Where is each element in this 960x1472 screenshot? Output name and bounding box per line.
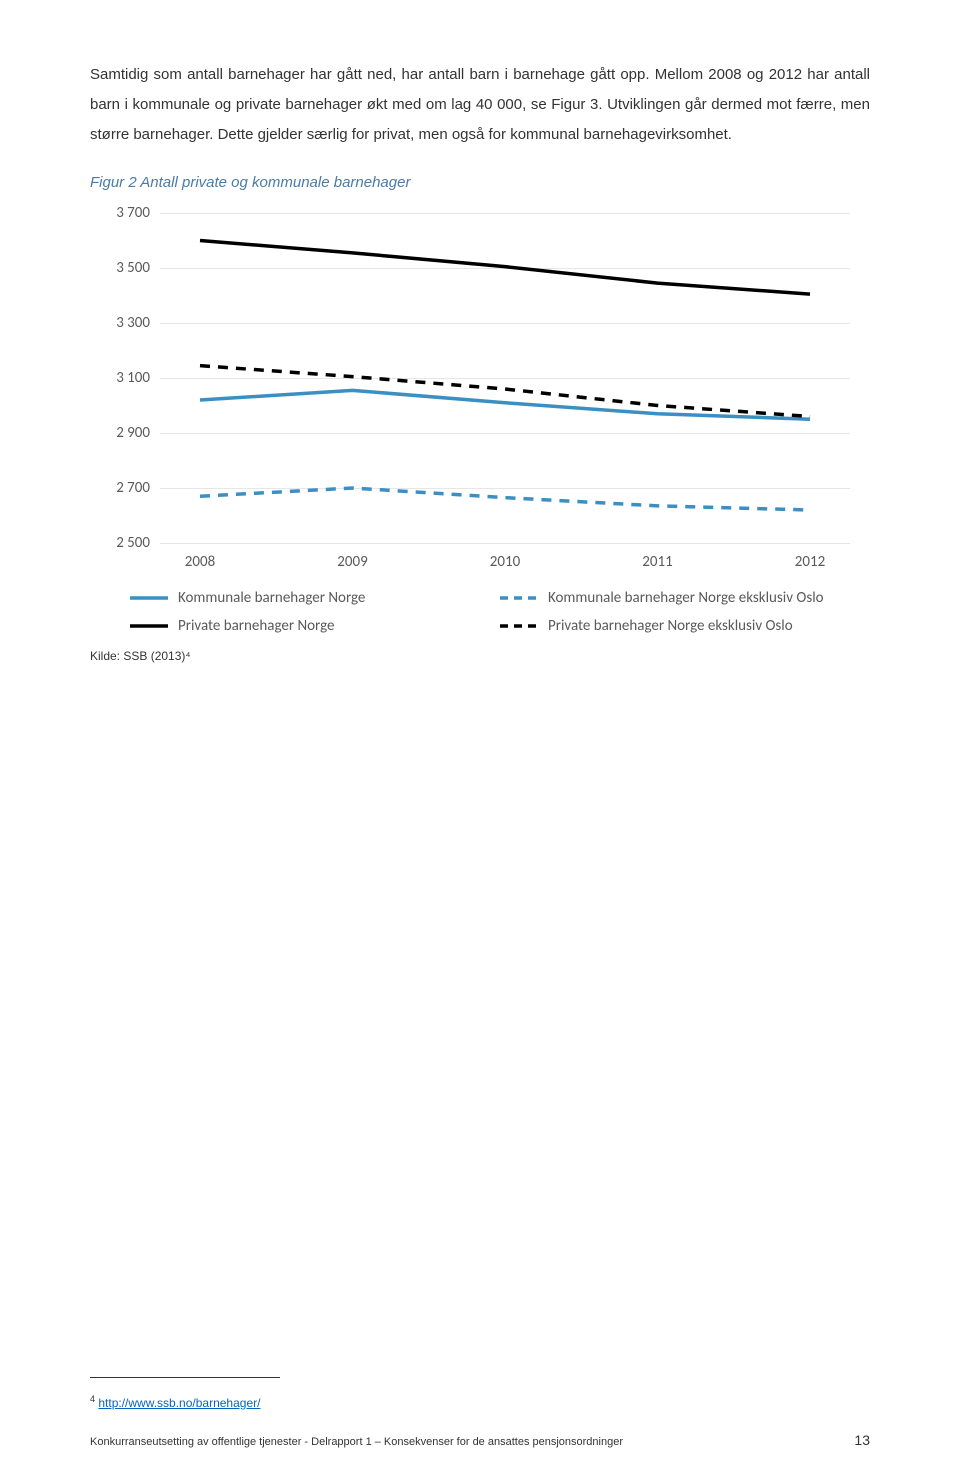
page-number: 13: [854, 1432, 870, 1448]
x-tick-label: 2009: [337, 553, 367, 571]
x-tick-label: 2011: [642, 553, 672, 571]
footnote: 4 http://www.ssb.no/barnehager/: [90, 1394, 260, 1410]
legend-label: Private barnehager Norge eksklusiv Oslo: [548, 617, 793, 635]
source-line: Kilde: SSB (2013)⁴: [90, 649, 870, 663]
footnote-divider: [90, 1377, 280, 1378]
chart-legend: Kommunale barnehager Norge Kommunale barn…: [90, 589, 870, 635]
chart-lines: [160, 213, 850, 543]
legend-label: Kommunale barnehager Norge eksklusiv Osl…: [548, 589, 824, 607]
legend-swatch: [500, 593, 538, 603]
gridline: [160, 543, 850, 544]
x-tick-label: 2008: [185, 553, 215, 571]
body-paragraph: Samtidig som antall barnehager har gått …: [90, 60, 870, 150]
legend-label: Private barnehager Norge: [178, 617, 334, 635]
series-line: [200, 366, 810, 417]
line-chart: 2 500 2 700 2 900 3 100 3 300 3 500 3 700 2008 2…: [90, 203, 870, 583]
y-tick-label: 3 100: [90, 369, 150, 387]
series-line: [200, 241, 810, 295]
y-tick-label: 2 700: [90, 479, 150, 497]
footnote-number: 4: [90, 1394, 95, 1404]
series-line: [200, 488, 810, 510]
chart-container: 2 500 2 700 2 900 3 100 3 300 3 500 3 700 2008 2…: [90, 203, 870, 635]
x-tick-label: 2012: [795, 553, 825, 571]
legend-item: Kommunale barnehager Norge: [130, 589, 500, 607]
legend-swatch: [130, 593, 168, 603]
series-line: [200, 390, 810, 419]
legend-swatch: [130, 621, 168, 631]
y-tick-label: 2 900: [90, 424, 150, 442]
footer-text: Konkurranseutsetting av offentlige tjene…: [90, 1436, 623, 1448]
y-tick-label: 3 500: [90, 259, 150, 277]
y-tick-label: 2 500: [90, 534, 150, 552]
footnote-link[interactable]: http://www.ssb.no/barnehager/: [98, 1396, 260, 1410]
legend-item: Kommunale barnehager Norge eksklusiv Osl…: [500, 589, 870, 607]
x-tick-label: 2010: [490, 553, 520, 571]
figure-caption: Figur 2 Antall private og kommunale barn…: [90, 174, 870, 191]
legend-item: Private barnehager Norge: [130, 617, 500, 635]
legend-swatch: [500, 621, 538, 631]
y-tick-label: 3 700: [90, 204, 150, 222]
page-footer: Konkurranseutsetting av offentlige tjene…: [90, 1432, 870, 1448]
y-tick-label: 3 300: [90, 314, 150, 332]
legend-label: Kommunale barnehager Norge: [178, 589, 365, 607]
legend-item: Private barnehager Norge eksklusiv Oslo: [500, 617, 870, 635]
